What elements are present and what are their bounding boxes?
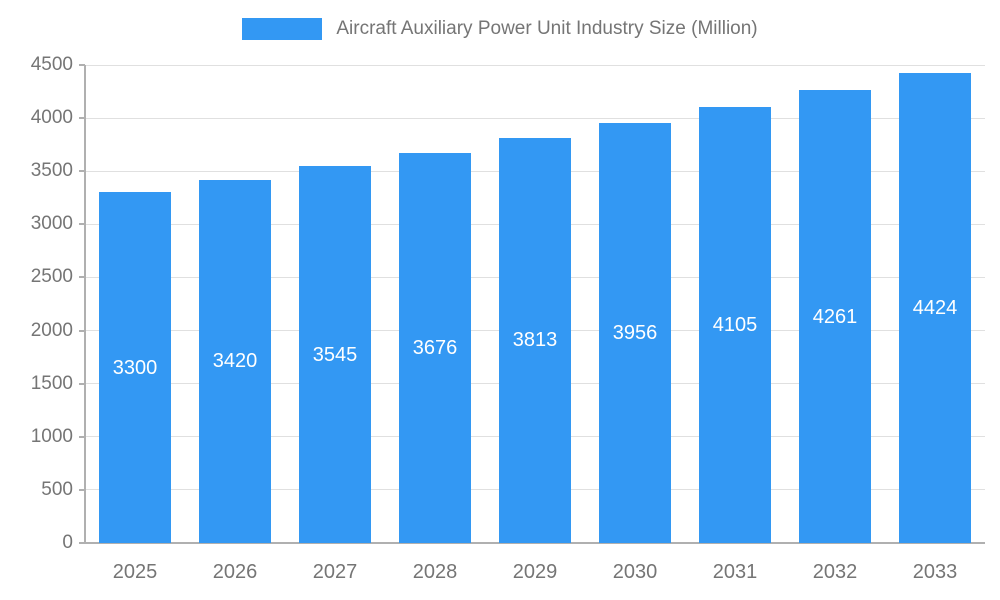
legend-label: Aircraft Auxiliary Power Unit Industry S… — [336, 18, 758, 39]
x-tick-label: 2033 — [912, 561, 958, 583]
y-tick-label: 2500 — [30, 266, 73, 288]
y-axis-tick — [79, 64, 85, 66]
x-tick-label: 2028 — [412, 561, 458, 583]
y-axis-line — [84, 65, 86, 543]
y-axis-tick — [79, 435, 85, 438]
y-tick-label: 4000 — [30, 107, 73, 129]
y-tick-label: 1500 — [30, 372, 73, 394]
gridline — [85, 117, 985, 119]
x-tick-label: 2027 — [312, 561, 358, 583]
legend-swatch-icon — [242, 18, 323, 40]
bar[interactable] — [399, 152, 471, 543]
y-tick-label: 4500 — [30, 54, 73, 75]
chart-legend[interactable]: Aircraft Auxiliary Power Unit Industry S… — [0, 18, 1000, 40]
bar[interactable] — [699, 106, 771, 543]
x-tick-label: 2031 — [712, 561, 758, 583]
y-axis-tick — [79, 223, 85, 226]
y-axis-tick — [79, 488, 85, 491]
x-axis-line — [85, 542, 985, 544]
y-axis-tick — [79, 117, 85, 120]
bar[interactable] — [599, 122, 671, 543]
x-tick-label: 2032 — [812, 561, 858, 583]
y-axis-tick — [79, 542, 85, 544]
bar-value-label: 4105 — [712, 313, 758, 336]
bar-value-label: 4424 — [912, 297, 958, 320]
y-tick-label: 0 — [62, 532, 73, 553]
x-tick-label: 2026 — [212, 561, 258, 583]
bar-value-label: 3300 — [112, 356, 158, 379]
y-axis-tick — [79, 170, 85, 173]
x-tick-label: 2025 — [112, 561, 158, 583]
bar[interactable] — [299, 166, 371, 543]
gridline — [85, 64, 985, 66]
bar[interactable] — [499, 137, 571, 543]
bar[interactable] — [199, 179, 271, 543]
y-axis-tick — [79, 329, 85, 332]
bar[interactable] — [899, 73, 971, 543]
bar-value-label: 4261 — [812, 305, 858, 328]
bar-value-label: 3420 — [212, 350, 258, 373]
y-tick-label: 3000 — [30, 213, 73, 235]
bar-value-label: 3813 — [512, 329, 558, 352]
x-tick-label: 2029 — [512, 561, 558, 583]
bar[interactable] — [799, 90, 871, 543]
bar-value-label: 3956 — [612, 321, 658, 344]
bar-value-label: 3545 — [312, 343, 358, 366]
y-tick-label: 3500 — [30, 160, 73, 182]
y-tick-label: 2000 — [30, 319, 73, 341]
x-tick-label: 2030 — [612, 561, 658, 583]
y-axis-tick — [79, 382, 85, 385]
y-tick-label: 1000 — [30, 425, 73, 447]
bar[interactable] — [99, 192, 171, 543]
y-tick-label: 500 — [41, 478, 73, 500]
bar-value-label: 3676 — [412, 336, 458, 359]
y-axis-tick — [79, 276, 85, 279]
